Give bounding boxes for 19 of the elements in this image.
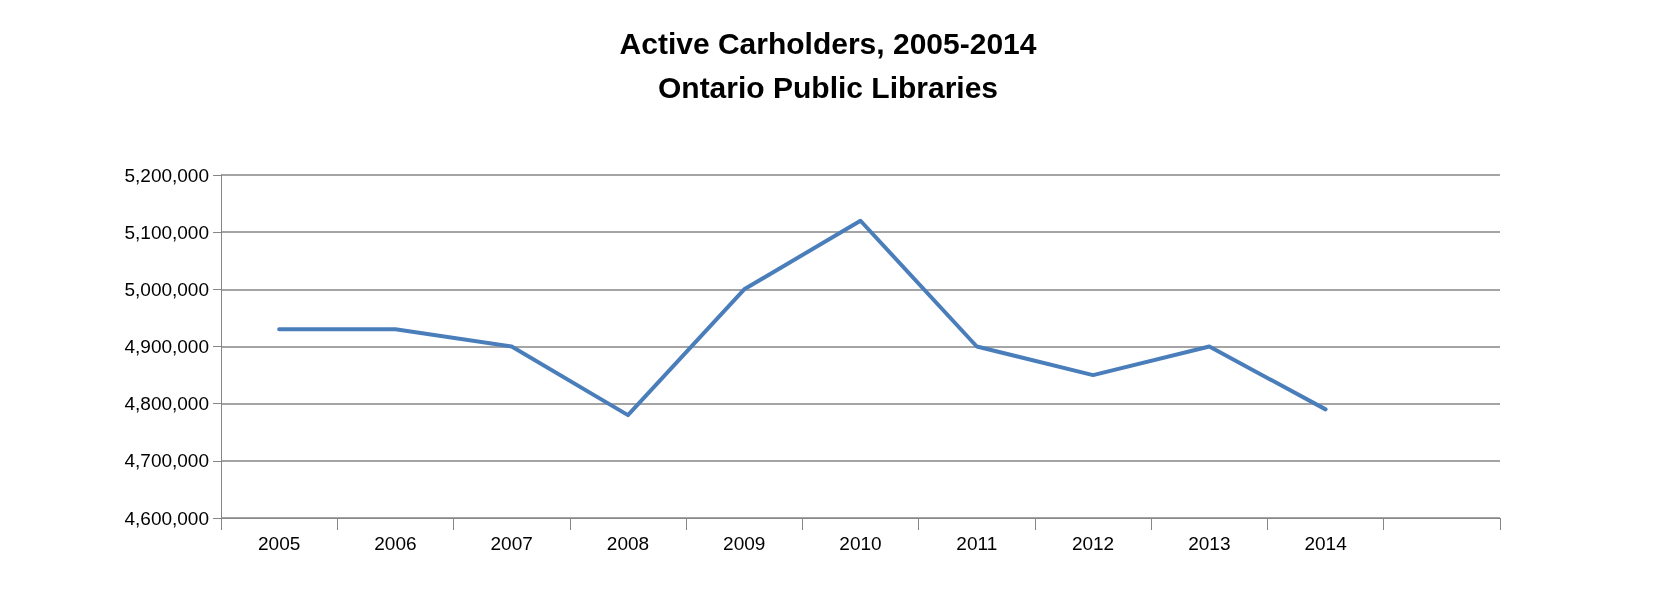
x-tick-label: 2007 (490, 533, 533, 554)
y-tick-label: 4,800,000 (124, 393, 209, 415)
x-tick-label: 2010 (839, 533, 882, 554)
x-tick-label: 2006 (374, 533, 417, 554)
x-tick-label: 2011 (956, 533, 998, 554)
x-tick-label: 2014 (1304, 533, 1348, 554)
x-tick-label: 2009 (723, 533, 766, 554)
y-tick-label: 4,700,000 (124, 450, 209, 472)
y-tick-label: 4,900,000 (124, 336, 209, 357)
x-tick-label: 2012 (1071, 533, 1115, 554)
line-series (277, 218, 1328, 418)
x-tick-label: 2008 (606, 533, 650, 554)
x-tick-label: 2005 (258, 533, 301, 554)
chart-title: Active Carholders, 2005-2014 Ontario Public Libraries (619, 26, 1037, 104)
y-tick-label: 4,600,000 (124, 507, 209, 529)
y-tick-label: 5,100,000 (124, 221, 209, 243)
x-tick-label: 2013 (1188, 533, 1231, 554)
y-tick-label: 5,000,000 (124, 278, 209, 300)
y-tick-label: 5,200,000 (124, 164, 209, 186)
